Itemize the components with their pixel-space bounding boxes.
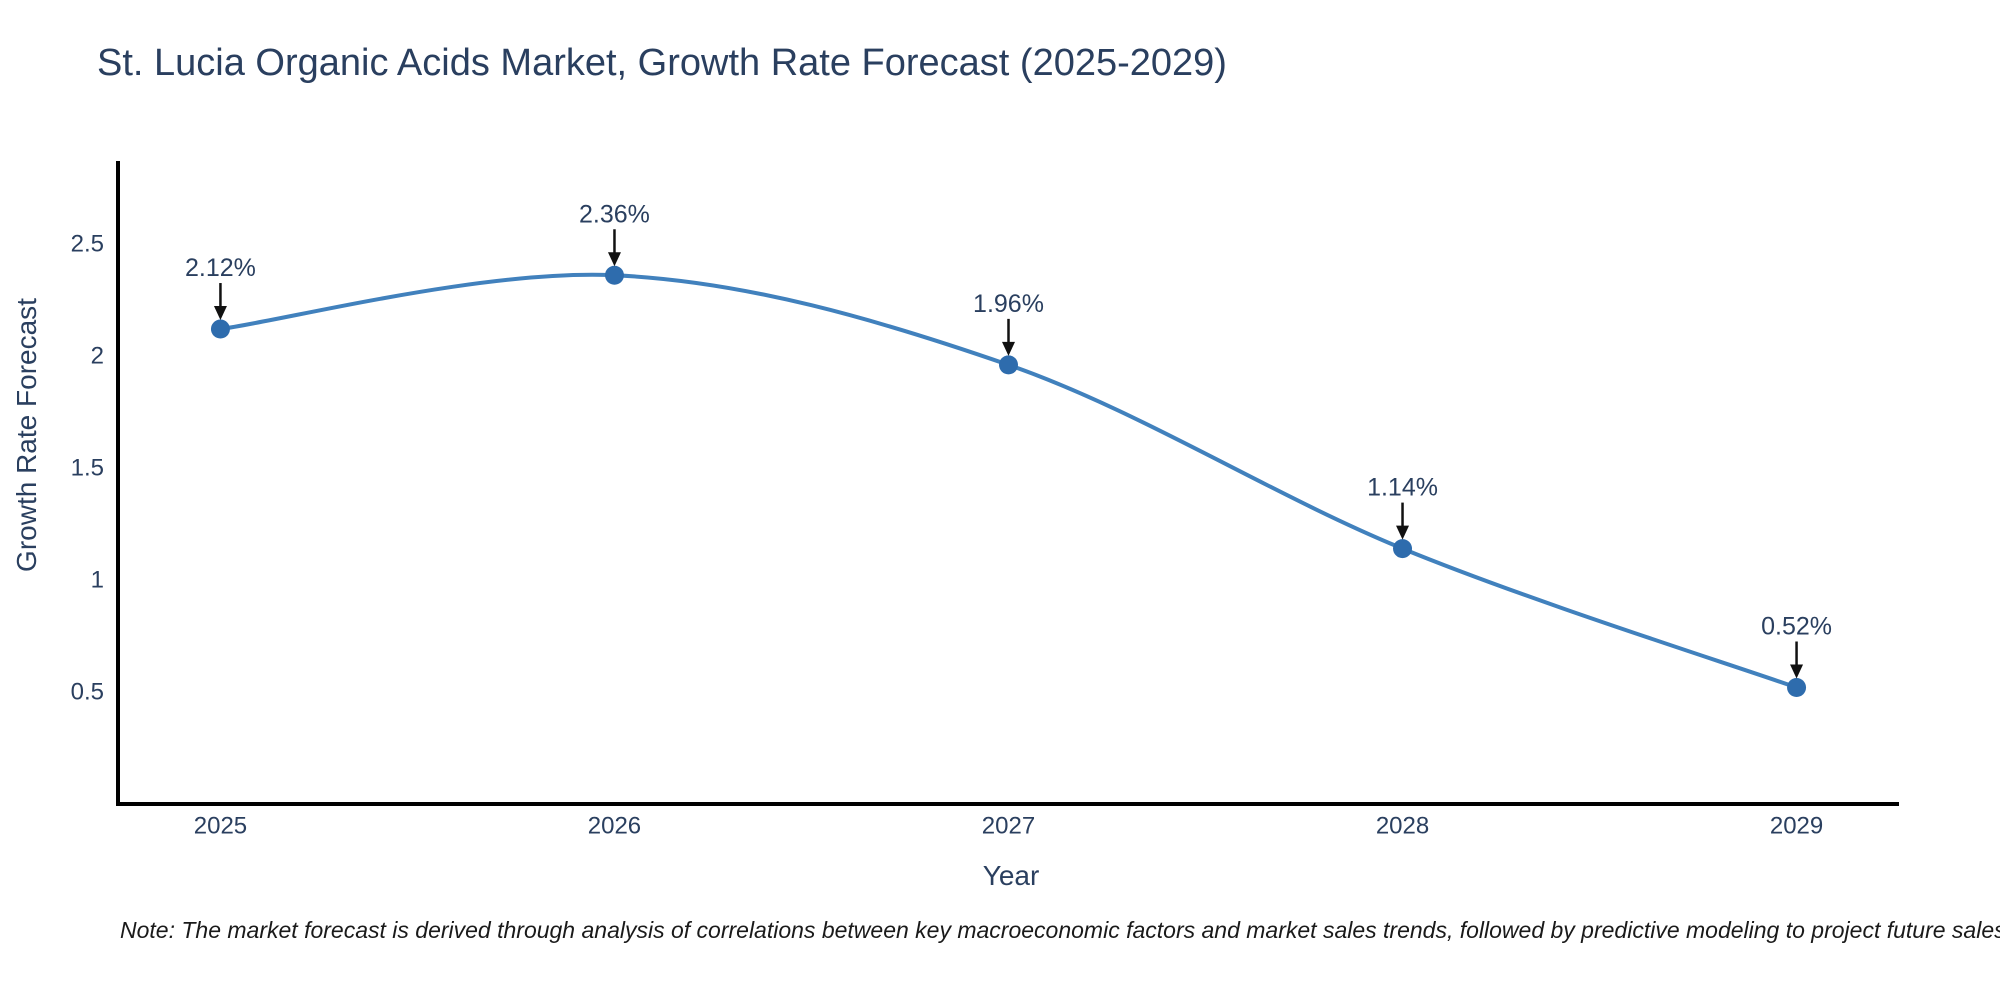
data-point-marker-2025: [210, 319, 230, 339]
y-tick-label: 2: [91, 342, 104, 369]
annotation-arrow-head: [1790, 664, 1804, 679]
annotation-arrow-head: [213, 306, 227, 321]
x-tick-label: 2027: [982, 813, 1035, 840]
y-tick-label: 1.5: [71, 454, 104, 481]
annotation-label: 2.36%: [579, 200, 650, 228]
x-axis-title: Year: [982, 860, 1040, 891]
annotation-label: 0.52%: [1761, 612, 1832, 640]
annotation-arrow-head: [1396, 525, 1410, 540]
x-tick-label: 2025: [194, 813, 247, 840]
y-tick-label: 1: [91, 566, 104, 593]
data-point-marker-2026: [604, 265, 624, 285]
annotation-label: 1.96%: [973, 290, 1044, 318]
x-axis-tick-labels: 2025 2026 2027 2028 2029: [194, 813, 1823, 840]
x-tick-label: 2029: [1770, 813, 1823, 840]
point-annotations: 2.12% 2.36% 1.96% 1.14% 0.52%: [185, 200, 1832, 679]
forecast-line-series: [210, 265, 1807, 697]
y-tick-label: 2.5: [71, 230, 104, 257]
annotation-arrow-head: [607, 252, 621, 267]
y-axis-tick-labels: 0.5 1 1.5 2 2.5: [71, 230, 104, 705]
data-point-marker-2029: [1787, 677, 1807, 697]
footnote-text: Note: The market forecast is derived thr…: [120, 917, 2000, 943]
x-tick-label: 2026: [588, 813, 641, 840]
annotation-label: 1.14%: [1367, 474, 1438, 502]
data-point-marker-2027: [999, 355, 1018, 375]
annotation-arrow-head: [1002, 341, 1015, 356]
annotation-label: 2.12%: [185, 254, 256, 282]
y-axis-title: Growth Rate Forecast: [11, 298, 42, 572]
y-tick-label: 0.5: [71, 678, 104, 705]
x-tick-label: 2028: [1376, 813, 1429, 840]
data-point-marker-2028: [1393, 539, 1413, 559]
chart-title: St. Lucia Organic Acids Market, Growth R…: [97, 42, 1227, 84]
